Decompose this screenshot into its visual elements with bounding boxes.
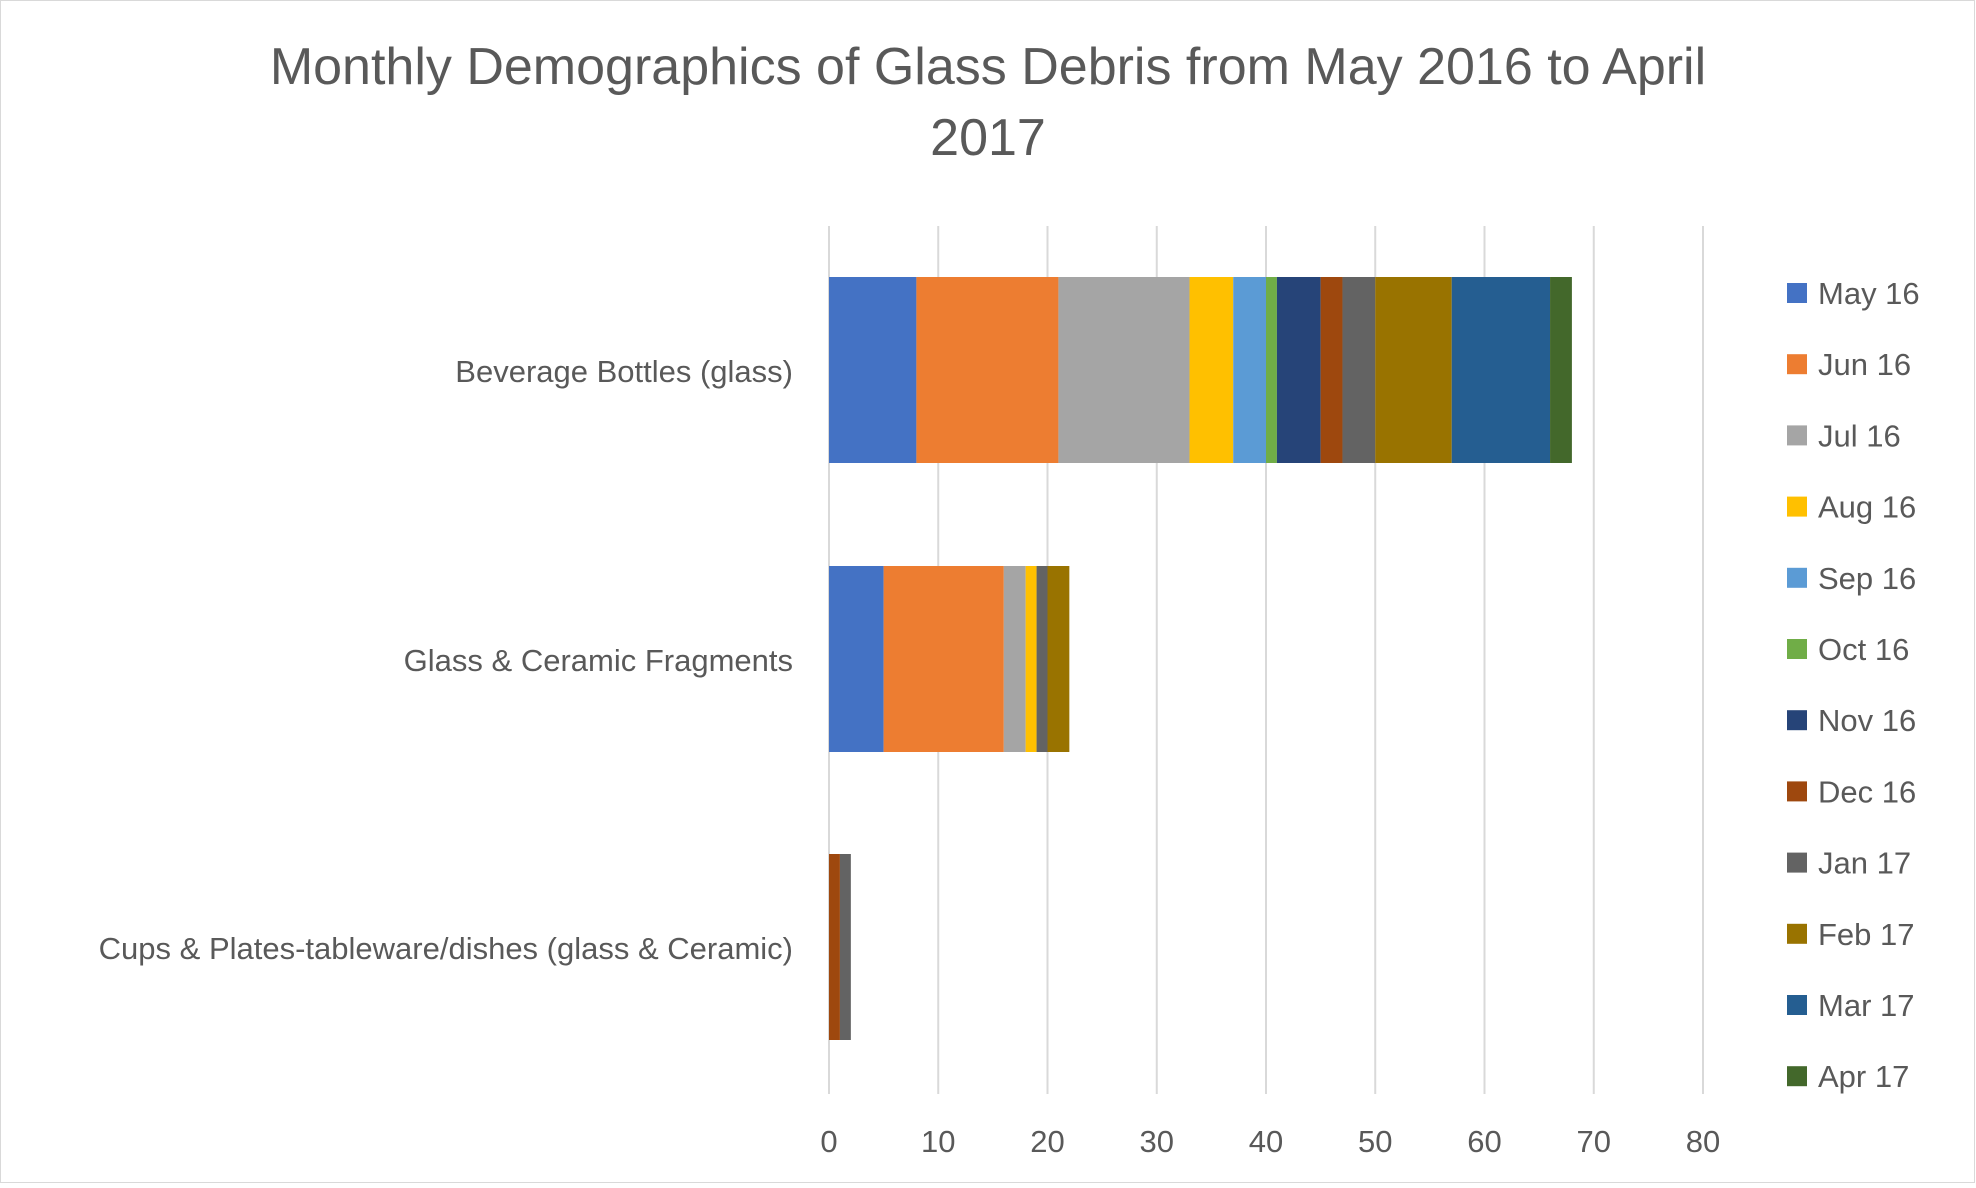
bars: [829, 277, 1572, 1040]
bar-segment-aug-16-cat-0: [1189, 277, 1234, 463]
legend-label-aug-16: Aug 16: [1818, 490, 1916, 525]
chart-title-line-1: Monthly Demographics of Glass Debris fro…: [270, 38, 1706, 96]
legend-swatch-may-16: [1787, 283, 1807, 303]
bar-segment-jun-16-cat-1: [883, 566, 1004, 752]
bar-segment-jan-17-cat-0: [1342, 277, 1376, 463]
legend-swatch-sep-16: [1787, 567, 1807, 588]
category-labels: Beverage Bottles (glass) Glass & Ceramic …: [99, 354, 793, 966]
chart-title-line-2: 2017: [930, 109, 1046, 167]
bar-segment-jan-17-cat-2: [839, 854, 851, 1040]
x-tick-label-70: 70: [1577, 1124, 1611, 1159]
x-tick-label-40: 40: [1249, 1124, 1283, 1159]
legend-swatch-dec-16: [1787, 781, 1807, 802]
legend-swatch-jul-16: [1787, 425, 1807, 446]
bar-segment-sep-16-cat-0: [1233, 277, 1266, 463]
legend-label-jan-17: Jan 17: [1818, 846, 1911, 881]
legend-swatch-oct-16: [1787, 639, 1807, 659]
category-label-1: Glass & Ceramic Fragments: [404, 643, 793, 678]
bar-segment-feb-17-cat-0: [1375, 277, 1452, 463]
bar-segment-nov-16-cat-0: [1276, 277, 1321, 463]
bar-segment-jul-16-cat-0: [1058, 277, 1190, 463]
legend-swatch-apr-17: [1787, 1066, 1807, 1087]
legend-swatch-jan-17: [1787, 852, 1807, 873]
bar-segment-feb-17-cat-1: [1047, 566, 1070, 752]
category-label-2: Cups & Plates-tableware/dishes (glass & …: [99, 931, 793, 966]
x-tick-label-50: 50: [1358, 1124, 1392, 1159]
bar-segment-jul-16-cat-1: [1003, 566, 1026, 752]
legend-label-jun-16: Jun 16: [1818, 347, 1911, 382]
bar-segment-jun-16-cat-0: [916, 277, 1059, 463]
x-tick-label-0: 0: [820, 1124, 837, 1159]
legend-swatch-jun-16: [1787, 354, 1807, 375]
legend-label-feb-17: Feb 17: [1818, 917, 1915, 952]
bar-segment-dec-16-cat-2: [829, 854, 840, 1040]
bar-segment-mar-17-cat-0: [1451, 277, 1551, 463]
legend-label-mar-17: Mar 17: [1818, 988, 1914, 1023]
legend-swatch-nov-16: [1787, 710, 1807, 731]
x-tick-label-80: 80: [1686, 1124, 1720, 1159]
x-tick-label-20: 20: [1030, 1124, 1064, 1159]
legend-label-may-16: May 16: [1818, 276, 1920, 311]
category-label-0: Beverage Bottles (glass): [455, 354, 793, 389]
bar-segment-dec-16-cat-0: [1320, 277, 1343, 463]
legend-label-apr-17: Apr 17: [1818, 1059, 1909, 1094]
bar-segment-oct-16-cat-0: [1266, 277, 1277, 463]
x-tick-label-60: 60: [1467, 1124, 1501, 1159]
legend-swatch-aug-16: [1787, 496, 1807, 517]
legend-swatch-feb-17: [1787, 923, 1807, 944]
legend: May 16 Jun 16 Jul 16 Aug 16 Sep 16 Oct 16 Nov …: [1787, 276, 1920, 1094]
bar-segment-apr-17-cat-0: [1550, 277, 1572, 463]
x-tick-label-30: 30: [1140, 1124, 1174, 1159]
bar-segment-may-16-cat-0: [829, 277, 917, 463]
chart-title: Monthly Demographics of Glass Debris fro…: [270, 38, 1706, 167]
legend-label-nov-16: Nov 16: [1818, 703, 1916, 738]
bar-segment-aug-16-cat-1: [1025, 566, 1037, 752]
legend-label-oct-16: Oct 16: [1818, 632, 1909, 667]
legend-swatch-mar-17: [1787, 995, 1807, 1015]
x-tick-label-10: 10: [921, 1124, 955, 1159]
bar-segment-jan-17-cat-1: [1036, 566, 1048, 752]
x-axis-tick-labels: 0 10 20 30 40 50 60 70 80: [820, 1124, 1720, 1159]
legend-label-dec-16: Dec 16: [1818, 774, 1916, 809]
legend-label-sep-16: Sep 16: [1818, 561, 1916, 596]
legend-label-jul-16: Jul 16: [1818, 418, 1901, 453]
bar-segment-may-16-cat-1: [829, 566, 884, 752]
